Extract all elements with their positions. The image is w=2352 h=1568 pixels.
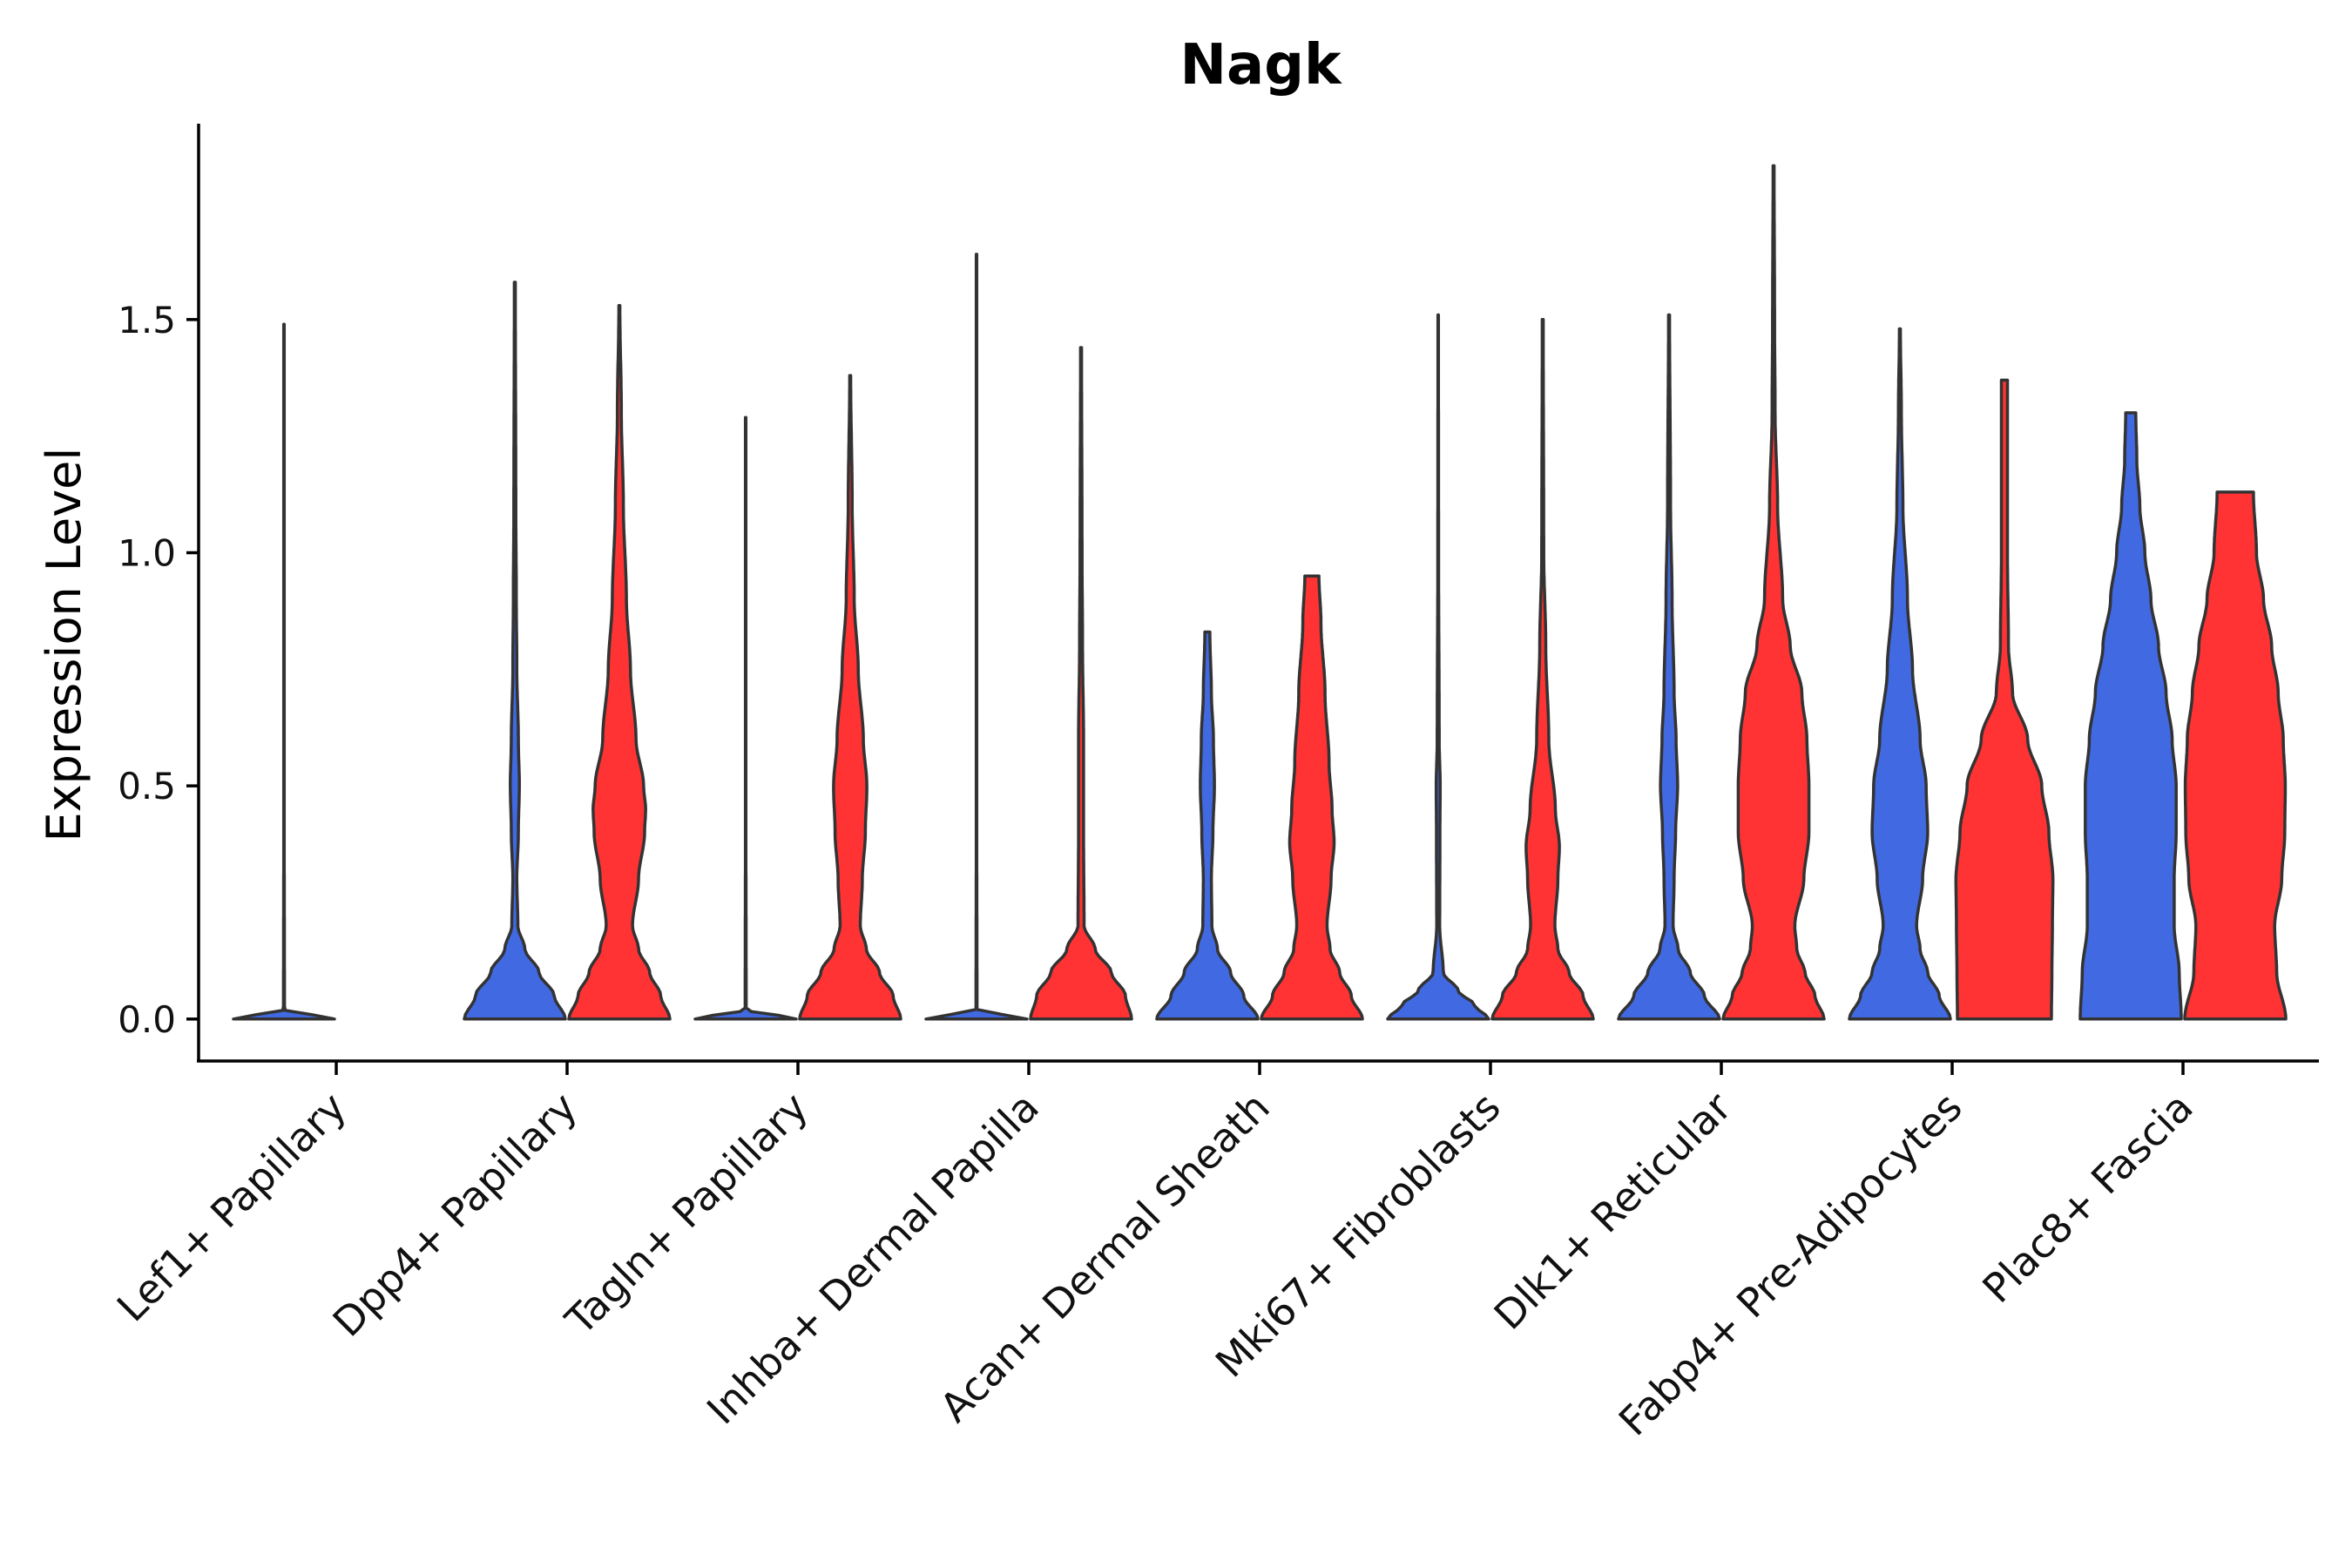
violin-group1-7 xyxy=(1848,327,1952,1021)
y-tick-label: 0.5 xyxy=(118,765,176,808)
y-tick-label: 1.0 xyxy=(118,531,176,574)
violin-group xyxy=(232,164,2288,1021)
violin-group1-8 xyxy=(2078,411,2183,1021)
violin-group2-5 xyxy=(1490,318,1595,1021)
violin-group2-8 xyxy=(2183,490,2288,1021)
violin-group2-6 xyxy=(1721,164,1826,1021)
violin-group1-4 xyxy=(1155,630,1260,1021)
violin-group2-7 xyxy=(1954,378,2055,1021)
violin-group2-1 xyxy=(567,304,672,1021)
violin-group1-6 xyxy=(1617,313,1721,1021)
y-tick-label: 1.5 xyxy=(118,299,176,341)
y-axis-ticks: 0.0 0.5 1.0 1.5 xyxy=(118,299,199,1041)
violin-group1-1 xyxy=(463,280,567,1021)
x-tick-label: Dlk1+ Reticular xyxy=(1485,1084,1740,1339)
x-tick-label: Lef1+ Papillary xyxy=(108,1084,355,1331)
violin-group2-4 xyxy=(1260,574,1364,1021)
y-tick-label: 0.0 xyxy=(118,998,176,1041)
x-tick-label: Dpp4+ Papillary xyxy=(324,1084,586,1346)
violin-group1-0 xyxy=(232,322,336,1021)
x-tick-label: Tagln+ Papillary xyxy=(556,1084,817,1345)
violin-group2-2 xyxy=(798,374,902,1021)
x-tick-label: Plac8+ Fascia xyxy=(1973,1084,2201,1312)
chart-title: Nagk xyxy=(1179,33,1342,98)
violin-group1-2 xyxy=(693,416,798,1021)
violin-group2-3 xyxy=(1029,346,1133,1021)
y-axis-label: Expression Level xyxy=(37,448,91,842)
violin-group1-5 xyxy=(1386,313,1490,1021)
violin-group1-3 xyxy=(924,253,1029,1021)
